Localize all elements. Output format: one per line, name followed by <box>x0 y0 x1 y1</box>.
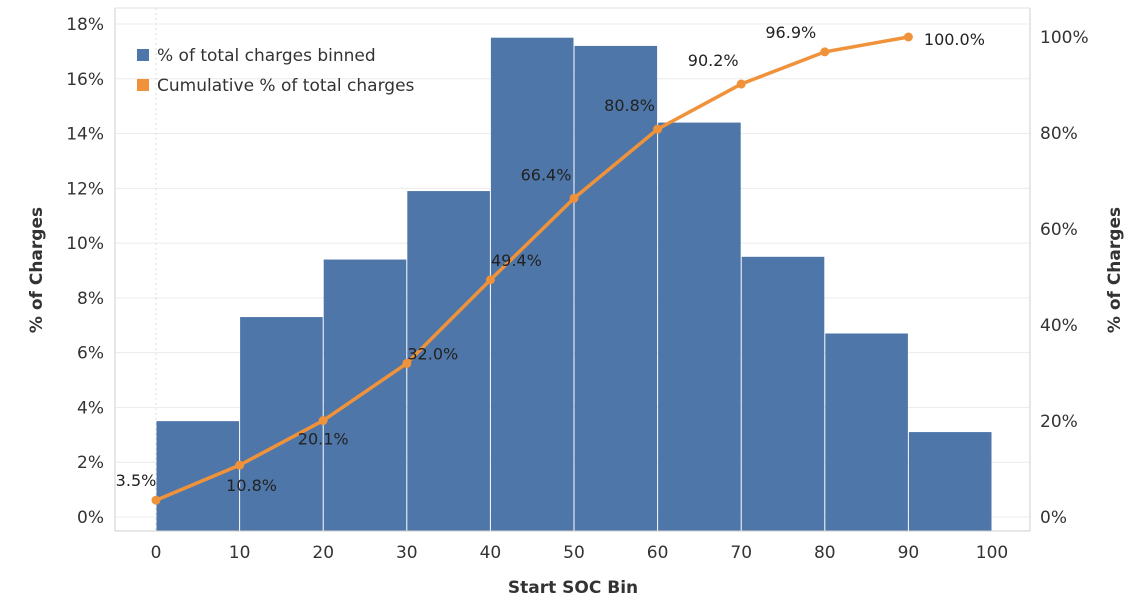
bar <box>490 37 574 531</box>
data-label: 100.0% <box>924 30 985 49</box>
bar <box>908 432 992 531</box>
left-tick-label: 10% <box>66 234 104 254</box>
bar <box>741 256 825 531</box>
cumulative-point <box>235 460 245 470</box>
x-tick-label: 70 <box>730 543 752 563</box>
legend-swatch-binned <box>137 49 149 61</box>
cumulative-point <box>151 495 161 505</box>
bar <box>574 45 658 532</box>
cumulative-point <box>736 79 746 89</box>
cumulative-line-series <box>151 32 913 505</box>
bar <box>407 191 490 532</box>
x-tick-label: 60 <box>647 543 669 563</box>
legend-label-cumulative: Cumulative % of total charges <box>157 76 415 96</box>
right-tick-label: 100% <box>1040 28 1089 48</box>
right-tick-label: 60% <box>1040 220 1078 240</box>
data-label: 3.5% <box>116 471 157 490</box>
legend-label-binned: % of total charges binned <box>157 46 376 66</box>
right-tick-label: 0% <box>1040 508 1067 528</box>
left-tick-label: 16% <box>66 70 104 90</box>
x-tick-label: 0 <box>151 543 162 563</box>
right-tick-label: 40% <box>1040 316 1078 336</box>
cumulative-point <box>569 193 579 203</box>
x-tick-label: 30 <box>396 543 418 563</box>
x-tick-label: 50 <box>563 543 585 563</box>
left-tick-label: 6% <box>77 344 104 364</box>
bar-series <box>156 37 992 532</box>
left-tick-label: 8% <box>77 289 104 309</box>
bar <box>323 259 407 531</box>
cumulative-point <box>485 275 495 285</box>
bar <box>825 333 908 531</box>
x-tick-label: 90 <box>898 543 920 563</box>
left-tick-label: 12% <box>66 179 104 199</box>
cumulative-point <box>653 124 663 134</box>
data-label: 20.1% <box>298 430 349 449</box>
right-tick-label: 80% <box>1040 124 1078 144</box>
data-label: 49.4% <box>491 251 542 270</box>
left-tick-label: 0% <box>77 508 104 528</box>
bar <box>240 317 323 531</box>
axes: 0% 2% 4% 6% 8% 10% 12% 14% 16% 18% 0% 20% 40% 60% 80% 1… <box>66 7 1089 563</box>
legend: % of total charges binned Cumulative % o… <box>137 46 415 96</box>
data-label: 66.4% <box>521 165 572 184</box>
x-tick-label: 20 <box>312 543 334 563</box>
x-tick-label: 80 <box>814 543 836 563</box>
left-y-axis-title: % of Charges <box>27 207 47 333</box>
left-tick-label: 2% <box>77 453 104 473</box>
cumulative-point <box>820 47 830 57</box>
cumulative-point <box>318 416 328 426</box>
data-label: 96.9% <box>765 23 816 42</box>
cumulative-point <box>402 358 412 368</box>
cumulative-line <box>155 35 909 502</box>
left-tick-label: 4% <box>77 398 104 418</box>
bar <box>658 122 741 531</box>
data-label: 90.2% <box>688 51 739 70</box>
data-label: 80.8% <box>604 96 655 115</box>
x-tick-label: 40 <box>480 543 502 563</box>
left-tick-label: 14% <box>66 125 104 145</box>
legend-swatch-cumulative <box>137 79 149 91</box>
bar <box>156 421 240 531</box>
left-tick-label: 18% <box>66 15 104 35</box>
x-tick-label: 10 <box>229 543 251 563</box>
right-y-axis-title: % of Charges <box>1105 207 1125 333</box>
data-label: 10.8% <box>226 476 277 495</box>
data-label: 32.0% <box>407 344 458 363</box>
right-tick-label: 20% <box>1040 412 1078 432</box>
data-labels: 3.5% 10.8% 20.1% 32.0% 49.4% 66.4% 80.8% 90.2% 9… <box>116 23 985 495</box>
x-axis-title: Start SOC Bin <box>508 578 638 598</box>
cumulative-point <box>903 32 913 42</box>
x-tick-label: 100 <box>976 543 1008 563</box>
